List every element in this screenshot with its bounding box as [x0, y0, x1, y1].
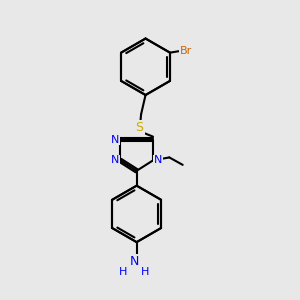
Text: N: N: [111, 155, 119, 165]
Text: N: N: [154, 155, 163, 165]
Text: N: N: [130, 255, 139, 268]
Text: H: H: [119, 267, 128, 277]
Text: H: H: [141, 267, 150, 277]
Text: Br: Br: [180, 46, 193, 56]
Text: N: N: [111, 135, 119, 145]
Text: S: S: [136, 121, 144, 134]
